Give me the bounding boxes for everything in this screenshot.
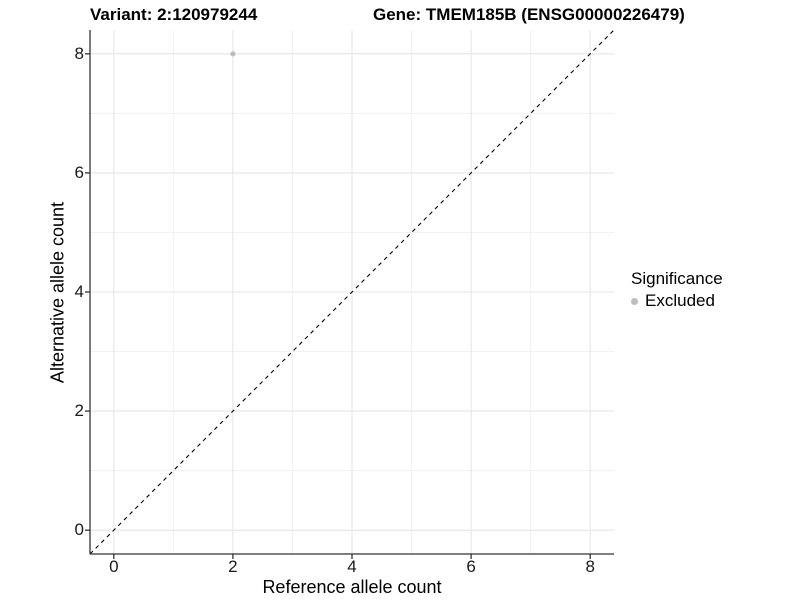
identity-reference-line (89, 29, 615, 555)
excluded-point-swatch (631, 297, 638, 305)
x-tick-label: 0 (109, 557, 119, 576)
x-axis-label: Reference allele count (262, 577, 442, 597)
legend: Significance Excluded (631, 268, 723, 312)
x-tick-label: 4 (347, 557, 357, 576)
y-axis-label: Alternative allele count (47, 201, 68, 384)
x-tick-label: 8 (585, 557, 595, 576)
y-tick-label: 4 (74, 282, 84, 301)
legend-title: Significance (631, 269, 723, 288)
gene-title: Gene: TMEM185B (ENSG00000226479) (373, 5, 685, 24)
legend-entry-label: Excluded (645, 291, 715, 310)
x-tick-label: 2 (228, 557, 238, 576)
variant-title: Variant: 2:120979244 (90, 5, 258, 24)
x-tick-label: 6 (466, 557, 476, 576)
y-tick-label: 2 (74, 401, 84, 421)
legend-entry-excluded: Excluded (631, 290, 723, 312)
y-tick-label: 0 (74, 520, 84, 540)
y-tick-label: 6 (74, 162, 84, 182)
y-tick-label: 8 (74, 43, 84, 63)
data-point (230, 51, 236, 57)
